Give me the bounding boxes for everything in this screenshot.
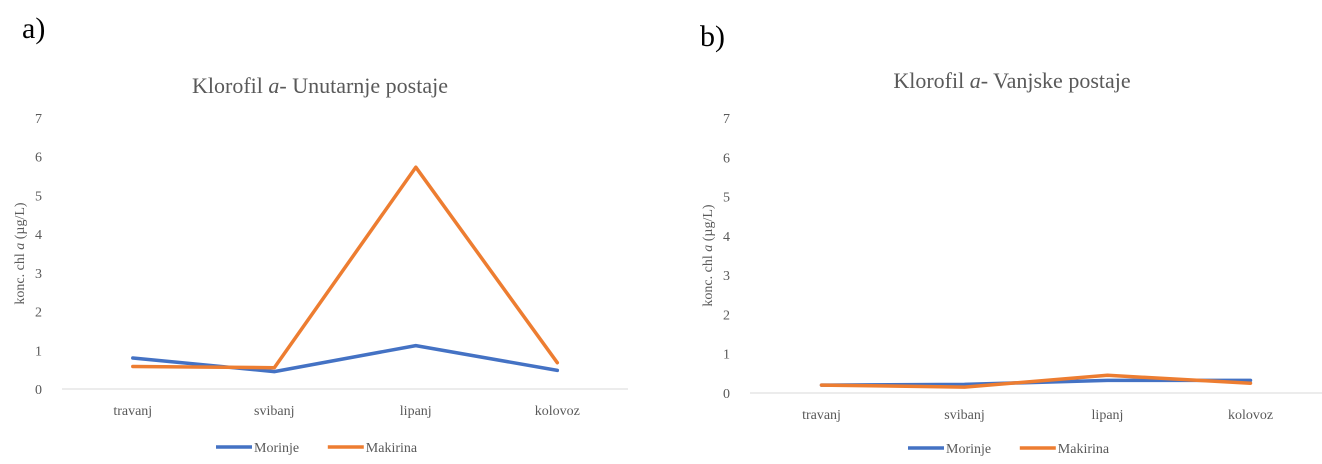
y-tick-label: 7 — [35, 112, 42, 127]
x-tick-label: lipanj — [1092, 408, 1124, 423]
chart-panel-a: a) Klorofil a- Unutarnje postaje konc. ch… — [0, 0, 650, 464]
x-tick-label: kolovoz — [535, 404, 580, 419]
x-tick-label: lipanj — [400, 404, 432, 419]
y-axis-label: konc. chl a (µg/L) — [13, 202, 28, 304]
chart-title: Klorofil a- Unutarnje postaje — [192, 73, 448, 98]
y-tick-label: 4 — [35, 228, 42, 243]
legend-label: Morinje — [946, 442, 991, 457]
x-tick-label: svibanj — [254, 404, 294, 419]
x-tick-label: travanj — [802, 408, 841, 423]
x-tick-label: svibanj — [944, 408, 984, 423]
x-tick-label: travanj — [113, 404, 152, 419]
y-tick-label: 0 — [723, 387, 730, 402]
y-tick-label: 3 — [723, 269, 730, 284]
chart-title: Klorofil a- Vanjske postaje — [893, 68, 1130, 93]
chart-svg-a: Klorofil a- Unutarnje postaje konc. chl a… — [13, 73, 628, 456]
y-tick-label: 2 — [723, 308, 730, 323]
y-tick-label: 5 — [35, 189, 42, 204]
y-tick-label: 4 — [723, 230, 730, 245]
legend-label: Makirina — [1058, 442, 1110, 457]
y-tick-label: 0 — [35, 383, 42, 398]
panel-letter: b) — [700, 20, 725, 53]
legend-label: Morinje — [254, 441, 299, 456]
y-tick-label: 2 — [35, 306, 42, 321]
panel-letter: a) — [22, 12, 46, 45]
y-tick-label: 7 — [723, 112, 730, 127]
series-line-morinje — [131, 343, 560, 374]
chart-svg-b: Klorofil a- Vanjske postaje konc. chl a (… — [701, 68, 1322, 457]
series-line-makirina — [819, 373, 1253, 389]
y-tick-label: 1 — [723, 348, 730, 363]
chart-panel-b: b) Klorofil a- Vanjske postaje konc. chl … — [690, 0, 1322, 464]
y-tick-label: 6 — [35, 151, 42, 166]
y-tick-label: 1 — [35, 344, 42, 359]
y-tick-label: 3 — [35, 267, 42, 282]
y-tick-label: 5 — [723, 191, 730, 206]
legend-label: Makirina — [366, 441, 418, 456]
x-tick-label: kolovoz — [1228, 408, 1273, 423]
series-line-makirina — [131, 165, 560, 370]
y-axis-label: konc. chl a (µg/L) — [701, 204, 716, 306]
y-tick-label: 6 — [723, 151, 730, 166]
